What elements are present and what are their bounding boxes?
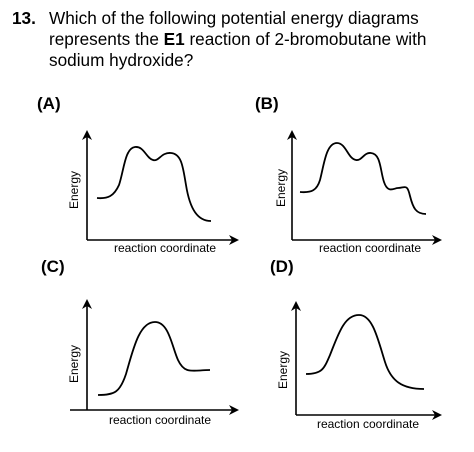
question-line-2-bold: E1 (163, 29, 185, 49)
question-line-1: 13. Which of the following potential ener… (12, 8, 468, 29)
diagram-d-x-label: reaction coordinate (317, 417, 419, 431)
question-number: 13. (12, 8, 36, 28)
diagram-d-y-label: Energy (276, 351, 290, 389)
question-line-2-post: reaction of 2-bromobutane with (184, 29, 427, 49)
diagram-c-x-label: reaction coordinate (109, 413, 211, 427)
diagram-a-y-label: Energy (67, 171, 81, 209)
diagram-b-energy-curve (299, 142, 427, 215)
diagram-b-y-label: Energy (274, 169, 288, 207)
question-line-3: sodium hydroxide? (49, 50, 194, 70)
question-line-2: represents the E1 reaction of 2-bromobut… (12, 29, 468, 50)
diagram-d: Energy reaction coordinate (276, 301, 442, 431)
diagram-c: Energy reaction coordinate (67, 299, 239, 427)
diagram-a-x-label: reaction coordinate (114, 241, 216, 255)
option-a-label: (A) (37, 94, 61, 113)
diagram-a-energy-curve (96, 146, 212, 222)
diagram-d-energy-curve (305, 314, 425, 390)
diagram-c-y-label: Energy (67, 345, 81, 383)
option-d-label: (D) (270, 257, 294, 276)
option-b-label: (B) (255, 94, 279, 113)
diagram-c-energy-curve (97, 321, 211, 396)
option-c-label: (C) (41, 257, 65, 276)
question-line-2-pre: represents the (49, 29, 164, 49)
diagram-b-x-label: reaction coordinate (319, 241, 421, 255)
question-line-1-text: Which of the following potential energy … (49, 8, 419, 28)
question-text: 13. Which of the following potential ener… (12, 8, 468, 71)
diagram-a: Energy reaction coordinate (67, 130, 239, 255)
diagram-b: Energy reaction coordinate (274, 130, 442, 255)
